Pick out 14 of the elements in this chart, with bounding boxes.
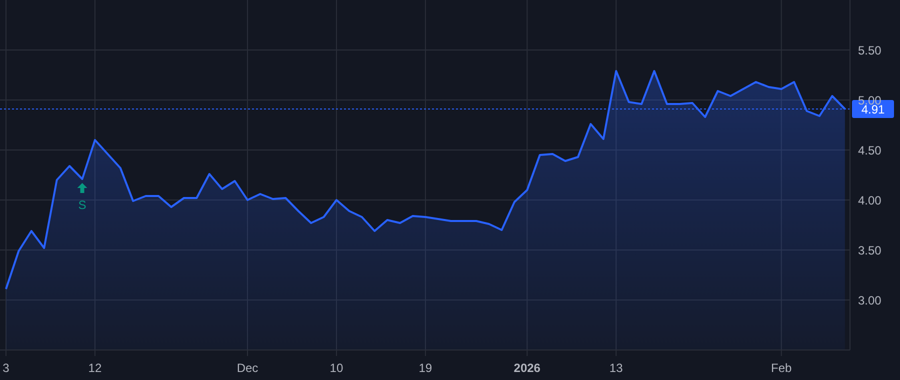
x-tick-label: Feb (771, 361, 792, 375)
y-tick-label: 5.50 (858, 43, 882, 58)
x-tick-label: 2026 (514, 361, 541, 375)
y-tick-label: 4.50 (858, 143, 882, 158)
x-tick-label: 3 (2, 361, 10, 375)
x-tick-label: 13 (609, 361, 624, 375)
x-tick-label: 10 (330, 361, 344, 375)
annotation: S (78, 198, 86, 212)
y-tick-label: 4.00 (858, 193, 882, 208)
y-tick-label: 3.00 (858, 293, 882, 308)
x-tick-label: 19 (418, 361, 432, 375)
y-tick-label: 3.50 (858, 243, 882, 258)
x-tick-label: Dec (236, 361, 258, 375)
x-tick-label: 12 (88, 361, 102, 375)
